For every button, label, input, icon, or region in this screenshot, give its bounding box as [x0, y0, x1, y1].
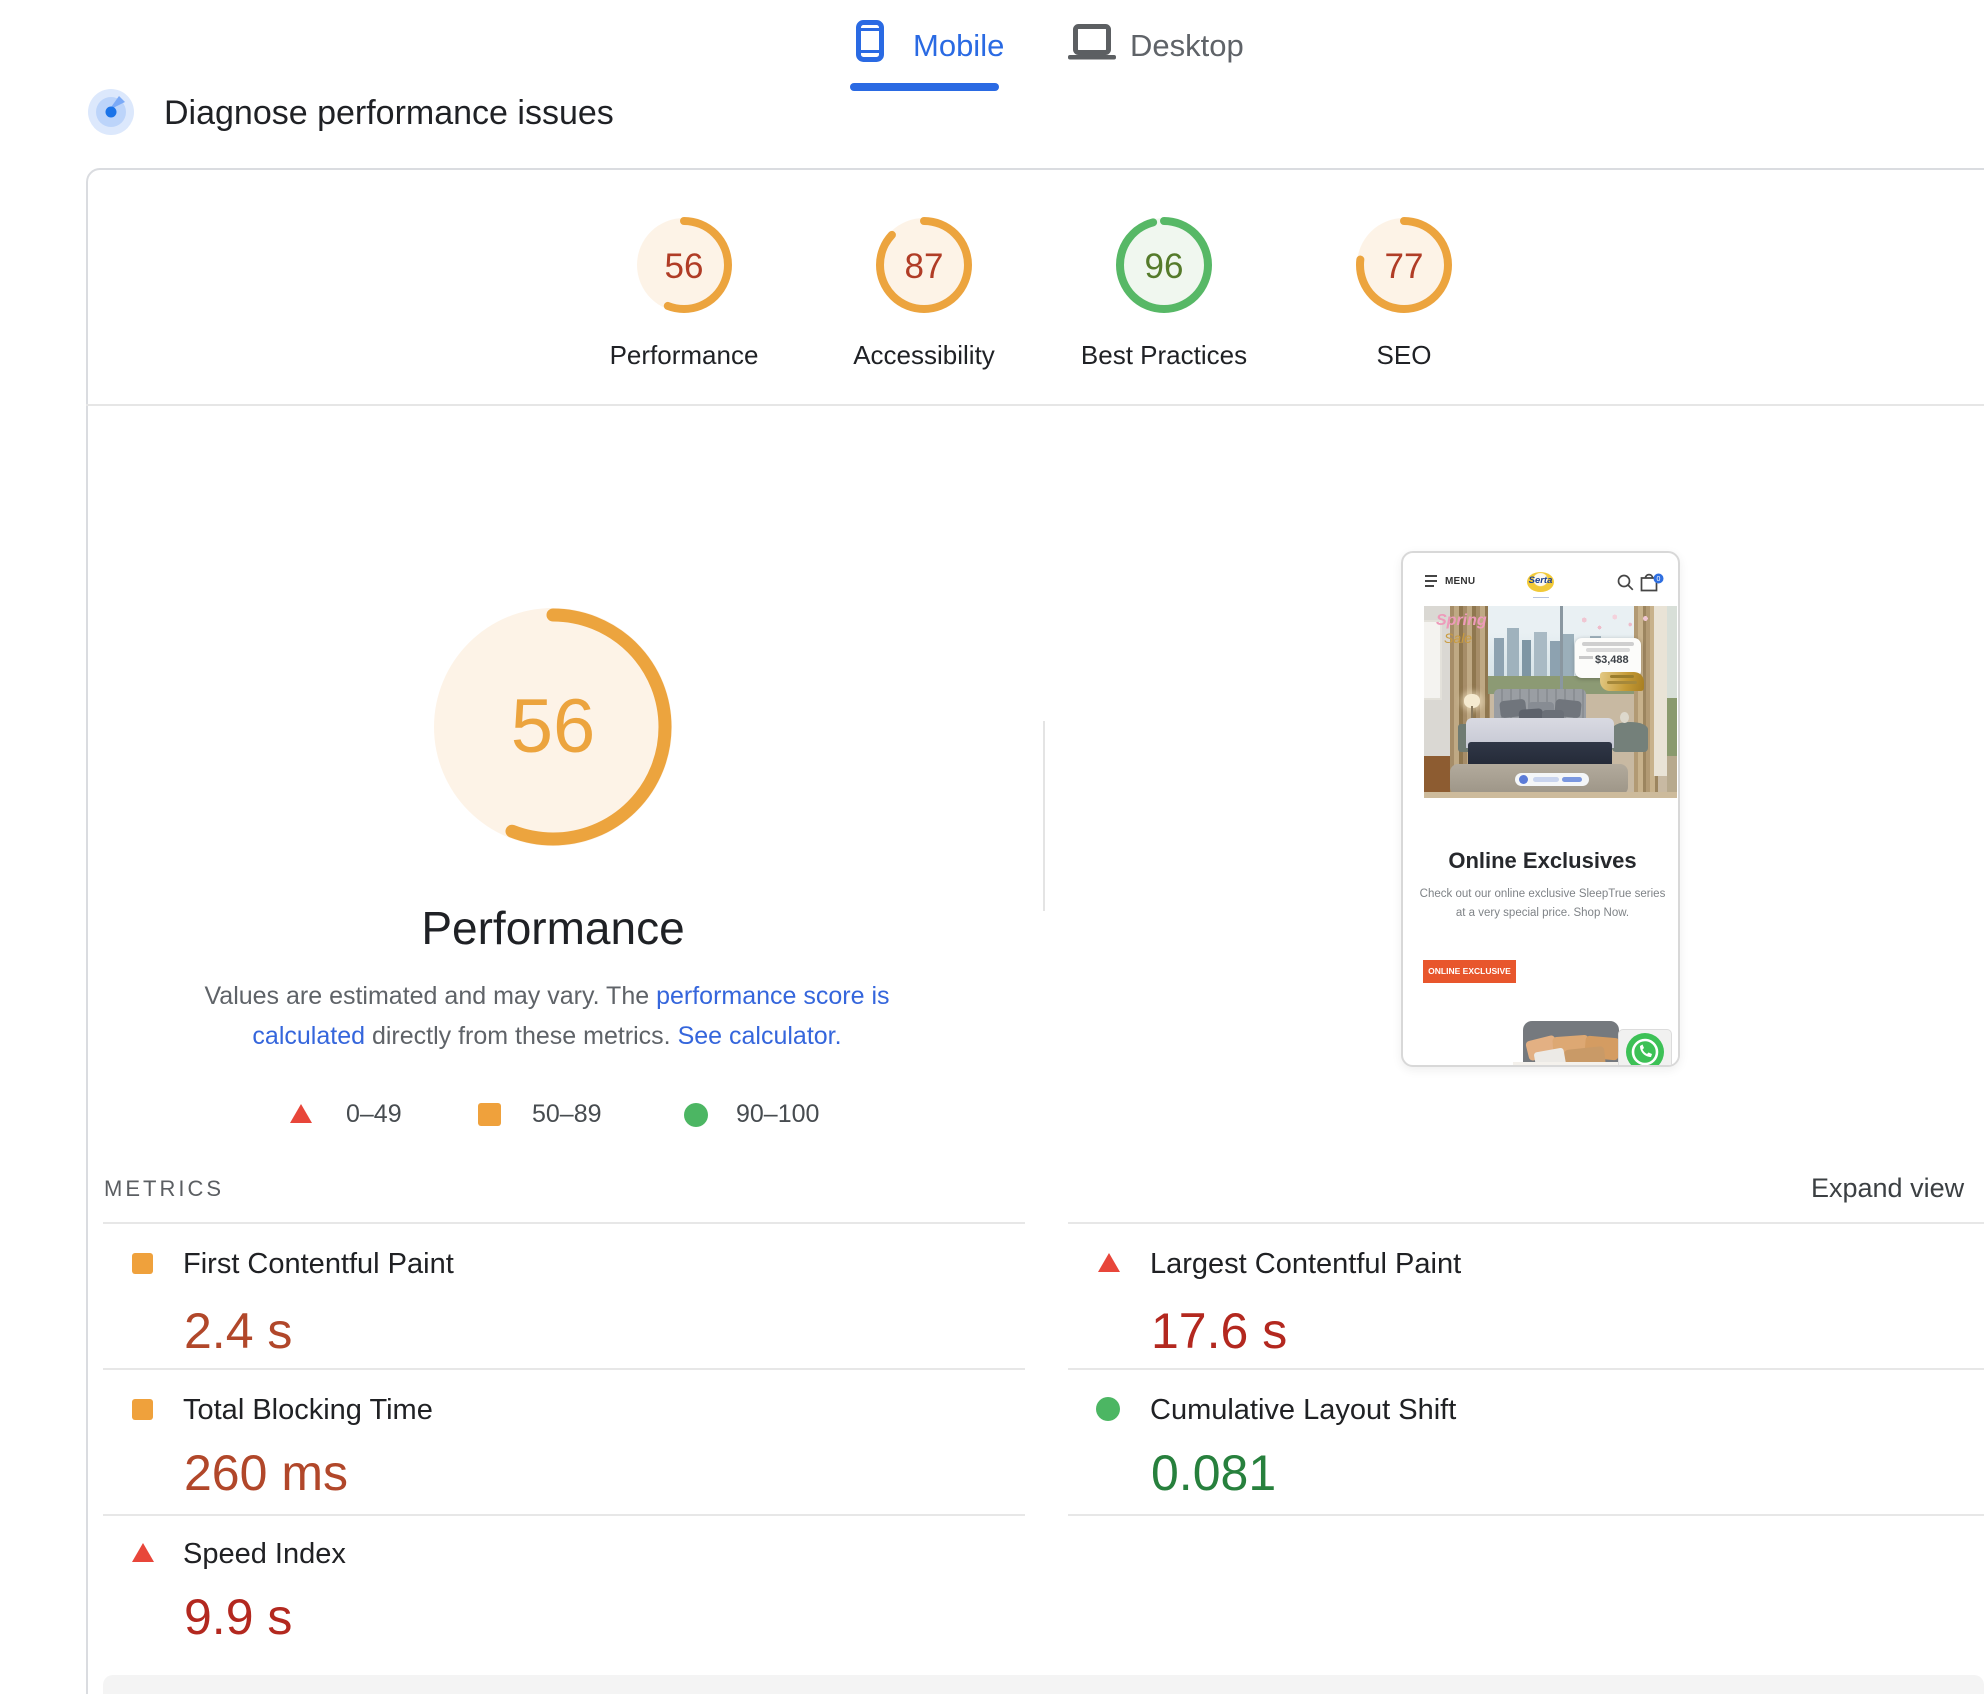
svg-text:0: 0 — [1657, 576, 1661, 583]
